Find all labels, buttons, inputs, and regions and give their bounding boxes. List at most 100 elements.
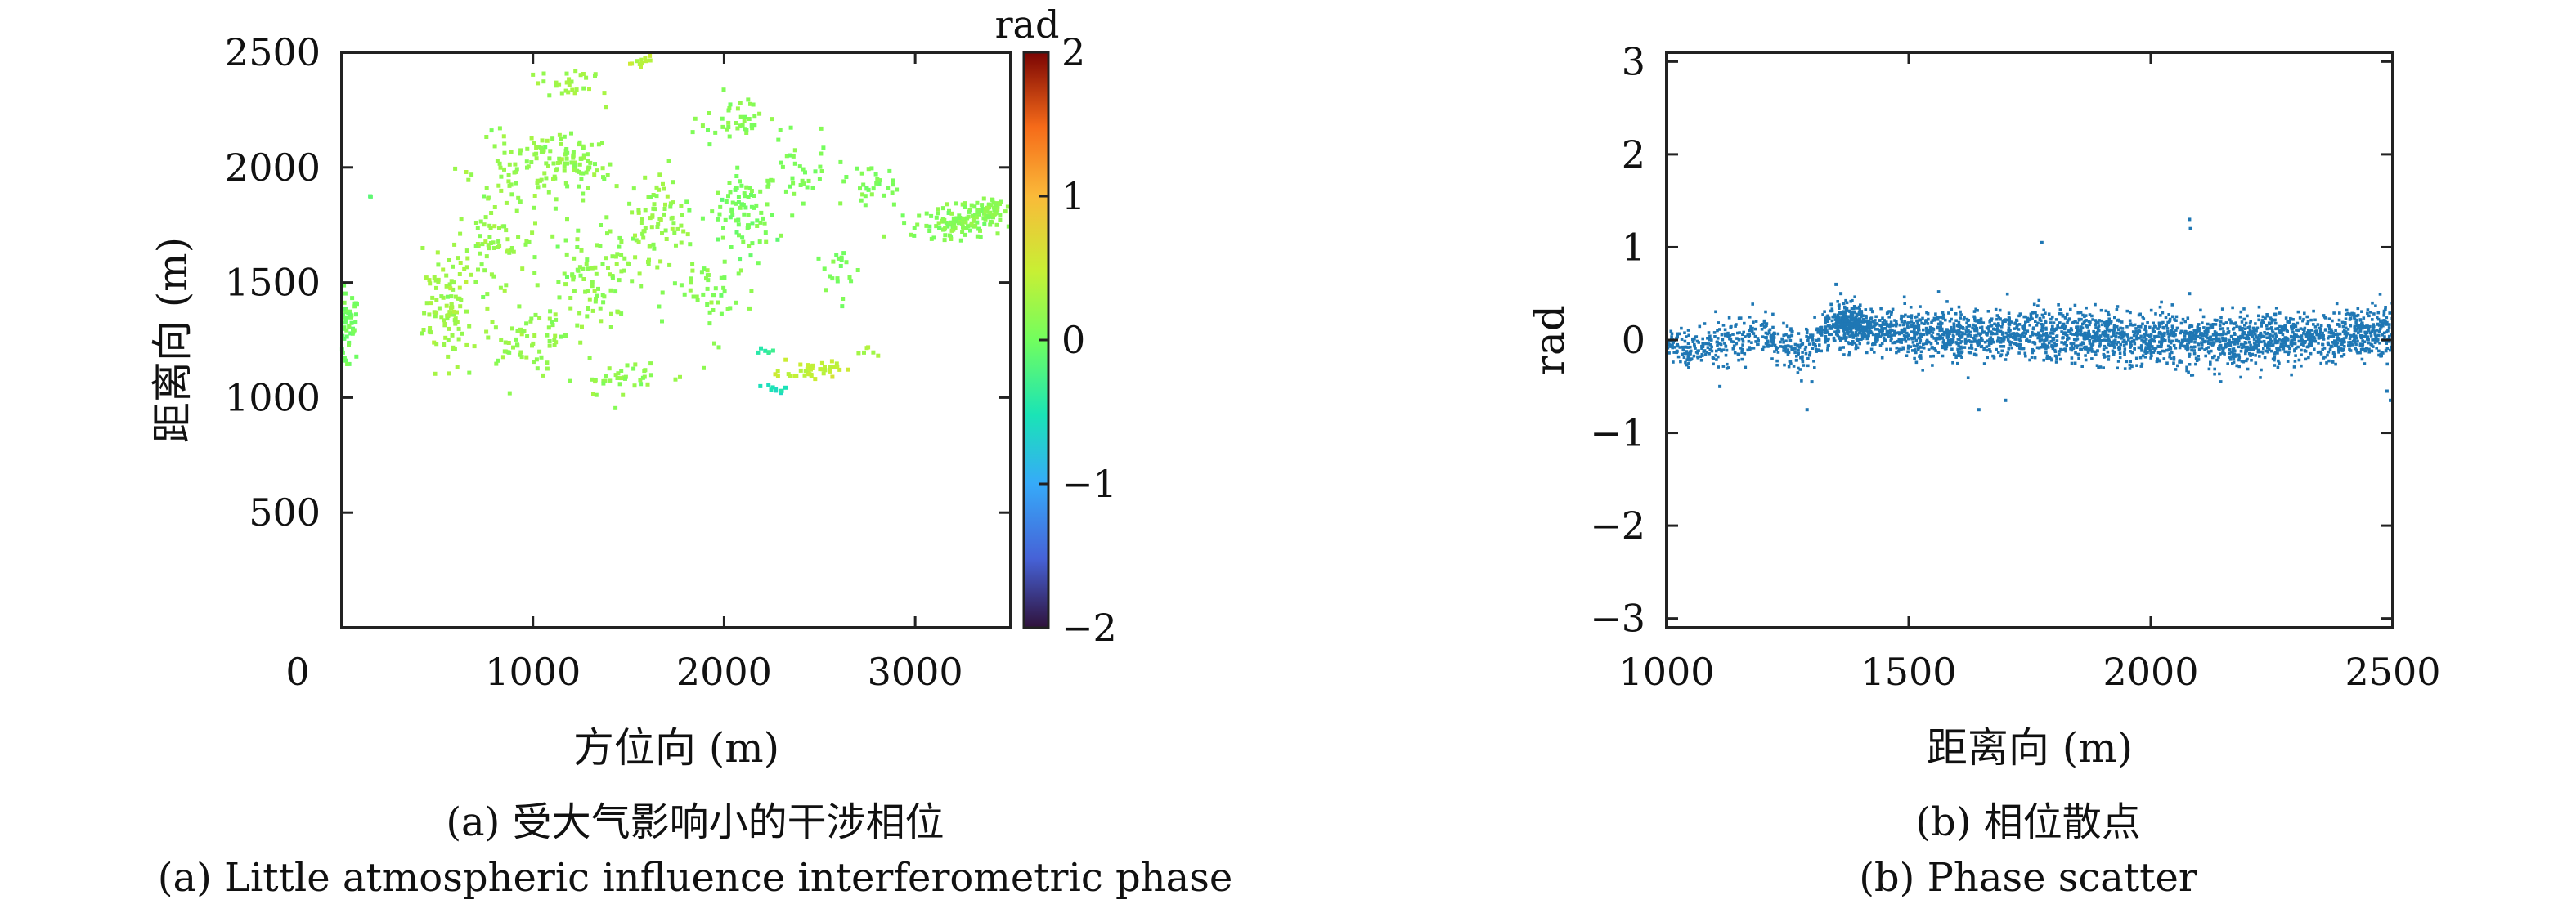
- scatter-point: [2327, 337, 2330, 340]
- scatter-point: [2356, 313, 2360, 317]
- scatter-point: [1874, 319, 1877, 322]
- phase-point: [803, 369, 808, 374]
- scatter-point: [2353, 329, 2357, 333]
- scatter-point: [1754, 320, 1758, 323]
- scatter-point: [1676, 332, 1680, 336]
- scatter-point: [1920, 335, 1923, 338]
- phase-point: [608, 162, 613, 167]
- scatter-point: [2353, 325, 2356, 329]
- phase-point: [972, 213, 977, 217]
- phase-point: [691, 294, 696, 299]
- scatter-point: [1744, 365, 1748, 369]
- phase-point: [734, 230, 739, 235]
- scatter-point: [1943, 343, 1946, 347]
- scatter-point: [2269, 338, 2273, 342]
- phase-point: [738, 205, 743, 210]
- scatter-point: [1844, 298, 1847, 302]
- scatter-point: [1910, 324, 1914, 329]
- phase-point: [790, 213, 795, 218]
- scatter-point: [2327, 328, 2331, 331]
- phase-point: [980, 207, 985, 211]
- scatter-point: [1854, 331, 1858, 334]
- scatter-point: [2142, 340, 2145, 344]
- phase-point: [551, 177, 555, 181]
- phase-point: [601, 300, 606, 305]
- phase-point: [453, 321, 458, 326]
- scatter-point: [1756, 337, 1760, 340]
- scatter-point: [1974, 307, 1977, 311]
- scatter-point: [2359, 336, 2363, 340]
- scatter-point: [2266, 342, 2270, 346]
- scatter-point: [2345, 308, 2349, 312]
- phase-point: [577, 162, 582, 167]
- scatter-point: [1903, 338, 1906, 341]
- scatter-point: [2317, 342, 2320, 345]
- scatter-point: [2116, 366, 2119, 370]
- scatter-point: [1950, 347, 1954, 351]
- scatter-point: [2387, 334, 2391, 338]
- scatter-point: [2384, 320, 2387, 323]
- scatter-point: [2343, 340, 2346, 344]
- phase-point: [722, 289, 727, 294]
- phase-point: [602, 294, 607, 299]
- phase-point: [483, 215, 488, 220]
- scatter-point: [2008, 335, 2012, 339]
- scatter-point: [2162, 333, 2166, 338]
- scatter-point: [1719, 342, 1723, 347]
- phase-point: [832, 365, 837, 369]
- scatter-point: [2140, 349, 2143, 352]
- scatter-point: [1775, 359, 1779, 363]
- phase-point: [342, 283, 347, 288]
- scatter-point: [1980, 325, 1984, 329]
- scatter-point: [2368, 324, 2372, 329]
- scatter-point: [1997, 351, 2000, 354]
- scatter-point: [2028, 358, 2031, 362]
- scatter-point: [2335, 332, 2339, 336]
- phase-point: [450, 333, 455, 338]
- scatter-point: [2024, 315, 2027, 319]
- phase-point: [670, 215, 675, 220]
- scatter-point: [1672, 360, 1675, 364]
- scatter-point: [1995, 340, 1999, 343]
- scatter-point: [2302, 343, 2305, 347]
- phase-point: [948, 220, 953, 225]
- phase-point: [507, 350, 512, 355]
- scatter-point: [1731, 347, 1735, 351]
- phase-point: [668, 204, 673, 209]
- scatter-point: [2118, 351, 2122, 355]
- phase-point: [586, 165, 591, 170]
- phase-point: [427, 312, 432, 317]
- scatter-point: [1968, 346, 1972, 350]
- phase-point: [802, 373, 807, 378]
- scatter-point: [2217, 356, 2220, 359]
- scatter-point: [1875, 322, 1879, 325]
- scatter-point: [2374, 334, 2377, 338]
- phase-point: [749, 193, 753, 197]
- scatter-point: [2017, 328, 2021, 331]
- scatter-point: [1695, 339, 1699, 343]
- phase-point: [895, 187, 900, 192]
- scatter-point: [1959, 335, 1962, 339]
- phase-point: [949, 237, 954, 241]
- phase-point: [484, 254, 489, 259]
- scatter-point: [2346, 332, 2350, 335]
- scatter-point: [2123, 351, 2126, 354]
- scatter-point: [1941, 346, 1945, 350]
- scatter-point: [1925, 329, 1928, 332]
- phase-point: [343, 291, 348, 296]
- scatter-point: [1788, 338, 1793, 342]
- scatter-point: [1972, 352, 1977, 356]
- phase-point: [705, 302, 710, 307]
- phase-point: [590, 308, 595, 313]
- scatter-point: [1775, 347, 1778, 351]
- phase-point: [788, 374, 792, 378]
- scatter-point: [1917, 324, 1921, 328]
- scatter-point: [1986, 333, 1989, 337]
- scatter-point: [1854, 323, 1858, 326]
- scatter-point: [2171, 315, 2174, 319]
- scatter-point: [1732, 344, 1736, 347]
- phase-point: [856, 351, 861, 356]
- phase-point: [805, 185, 810, 190]
- phase-point: [643, 208, 648, 213]
- scatter-point: [1973, 334, 1977, 338]
